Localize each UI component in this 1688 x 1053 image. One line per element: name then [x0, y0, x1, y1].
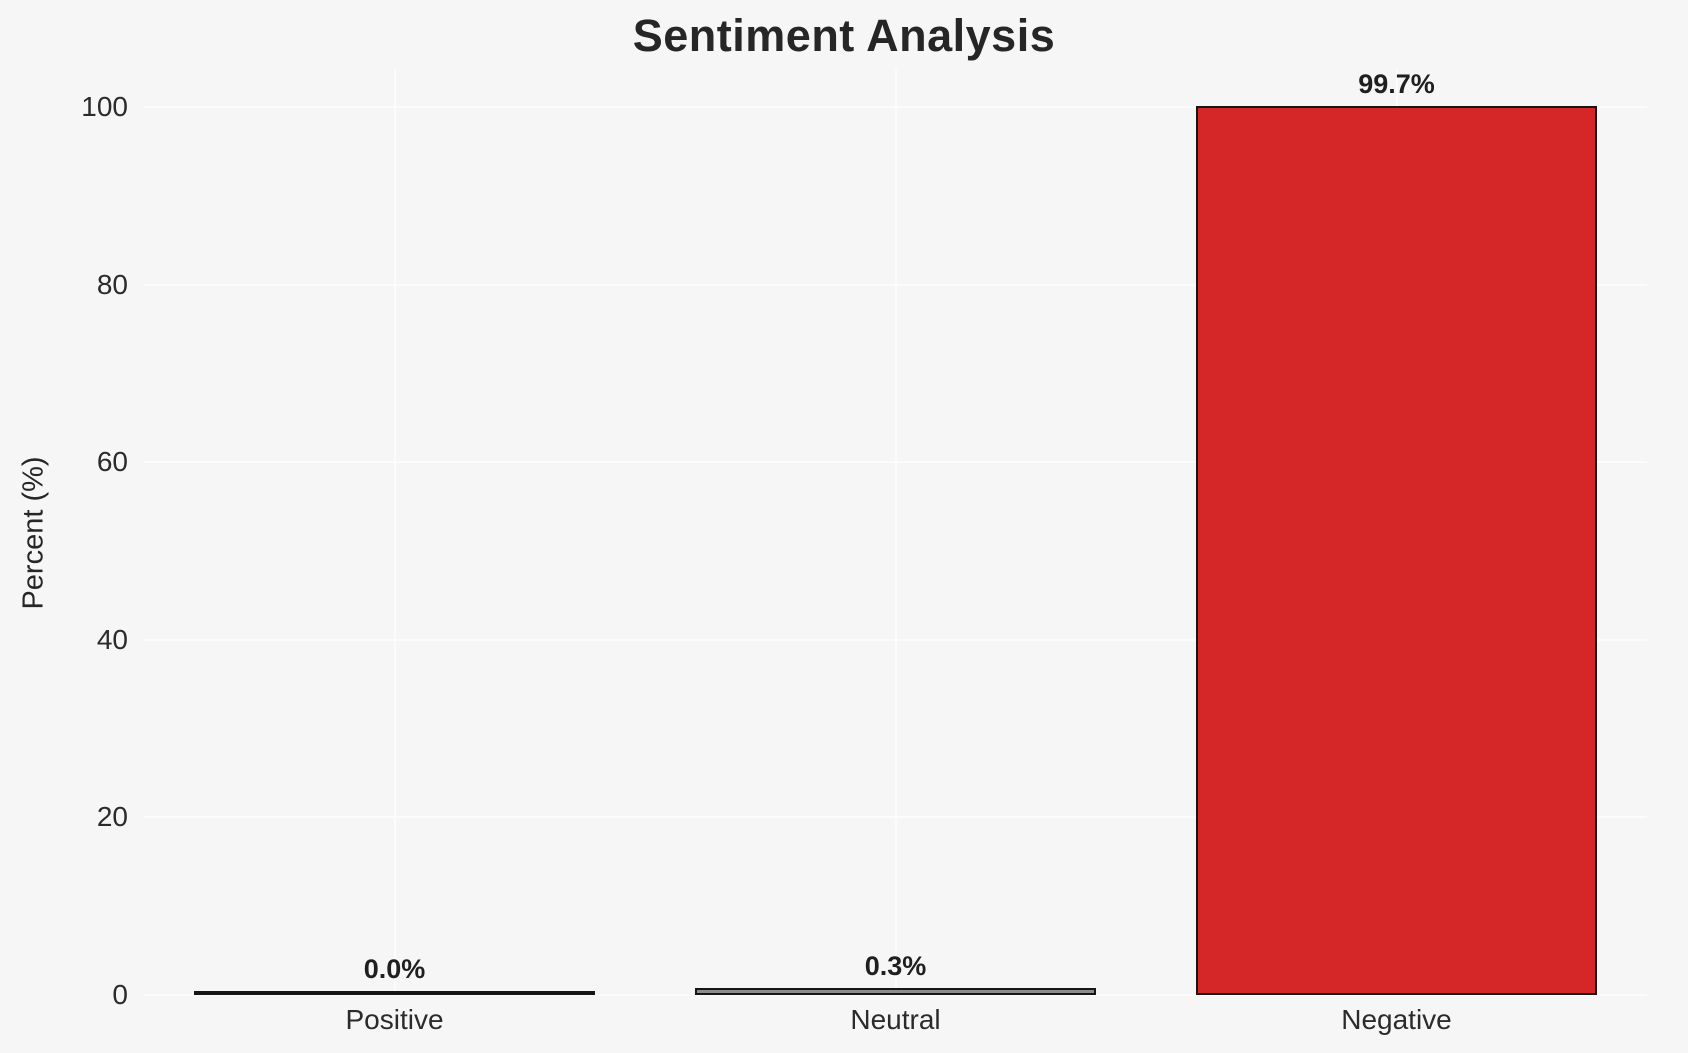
- gridline-x-positive: [393, 70, 396, 995]
- y-tick-80: 80: [96, 268, 128, 300]
- y-tick-40: 40: [96, 623, 128, 655]
- bar-value-negative: 99.7%: [1358, 68, 1435, 99]
- y-tick-60: 60: [96, 446, 128, 478]
- y-tick-100: 100: [81, 91, 128, 122]
- x-tick-positive: Positive: [345, 1004, 444, 1035]
- plot-area: 0.0% 0.3% 99.7%: [144, 68, 1647, 996]
- gridline-x-neutral: [894, 70, 897, 995]
- y-axis-label: Percent (%): [17, 456, 50, 610]
- chart-title: Sentiment Analysis: [632, 10, 1056, 61]
- bar-value-positive: 0.0%: [363, 954, 426, 984]
- bar-positive: [194, 991, 595, 995]
- x-tick-neutral: Neutral: [850, 1004, 941, 1035]
- bar-negative: [1196, 105, 1597, 995]
- gridline-y-0: [144, 994, 1647, 996]
- bar-neutral: [695, 988, 1096, 995]
- bar-value-neutral: 0.3%: [864, 951, 927, 982]
- y-tick-0: 0: [112, 979, 128, 1010]
- x-tick-negative: Negative: [1341, 1004, 1452, 1035]
- y-tick-20: 20: [96, 801, 128, 833]
